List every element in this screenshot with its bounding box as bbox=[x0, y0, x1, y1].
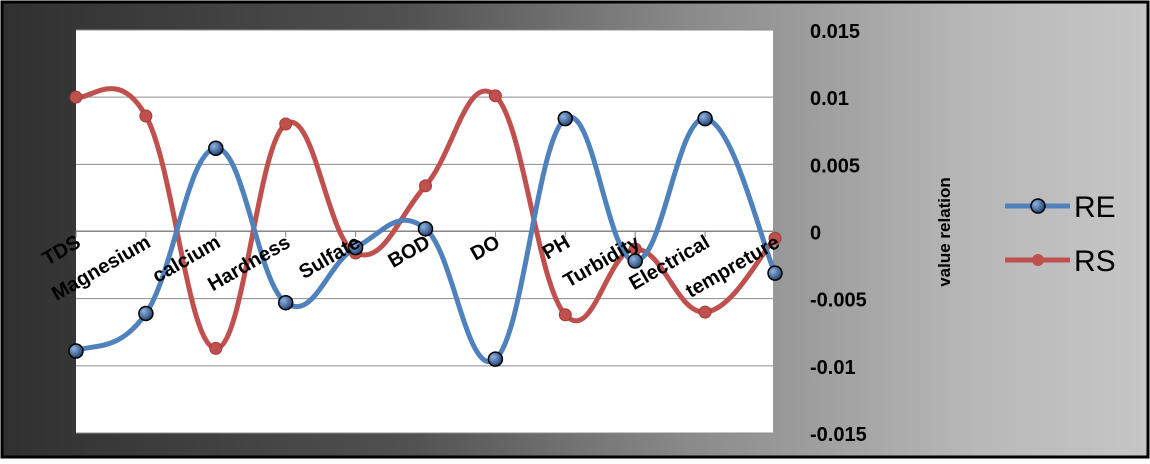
data-point-re bbox=[697, 110, 713, 127]
y-tick-label: -0.015 bbox=[810, 424, 867, 446]
data-point-rs bbox=[558, 308, 572, 322]
data-point-rs bbox=[419, 179, 432, 193]
series-group bbox=[68, 86, 783, 367]
data-point-re bbox=[557, 110, 574, 127]
y-tick-label: 0.015 bbox=[810, 21, 860, 43]
y-axis-title: value relation bbox=[935, 177, 954, 287]
legend-marker-rs bbox=[1032, 254, 1044, 266]
y-tick-label: 0.005 bbox=[810, 155, 860, 177]
data-point-rs bbox=[279, 117, 293, 131]
data-point-rs bbox=[698, 305, 712, 319]
data-point-rs bbox=[209, 341, 223, 355]
data-point-re bbox=[138, 305, 154, 322]
data-point-re bbox=[627, 253, 643, 269]
data-point-rs bbox=[69, 90, 83, 104]
data-point-re bbox=[487, 351, 504, 367]
data-point-rs bbox=[139, 109, 153, 123]
data-point-re bbox=[68, 343, 84, 359]
data-point-re bbox=[347, 239, 364, 256]
data-point-rs bbox=[768, 231, 782, 245]
y-tick-label: -0.005 bbox=[810, 290, 867, 312]
data-point-rs bbox=[488, 89, 502, 103]
legend-label-re: RE bbox=[1074, 191, 1116, 224]
data-point-re bbox=[208, 140, 224, 156]
y-tick-label: -0.01 bbox=[810, 357, 856, 379]
y-axis-labels: 0.015 0.01 0.005 0 -0.005 -0.01 -0.015 bbox=[810, 21, 867, 446]
y-tick-label: 0.01 bbox=[810, 88, 849, 110]
legend-label-rs: RS bbox=[1074, 245, 1116, 278]
y-tick-label: 0 bbox=[810, 223, 821, 245]
legend-marker-re bbox=[1030, 198, 1046, 214]
data-point-re bbox=[417, 221, 434, 237]
data-point-re bbox=[767, 265, 783, 281]
series-line-re bbox=[73, 114, 778, 365]
data-point-re bbox=[277, 294, 294, 311]
legend: RE RS bbox=[1005, 191, 1116, 278]
